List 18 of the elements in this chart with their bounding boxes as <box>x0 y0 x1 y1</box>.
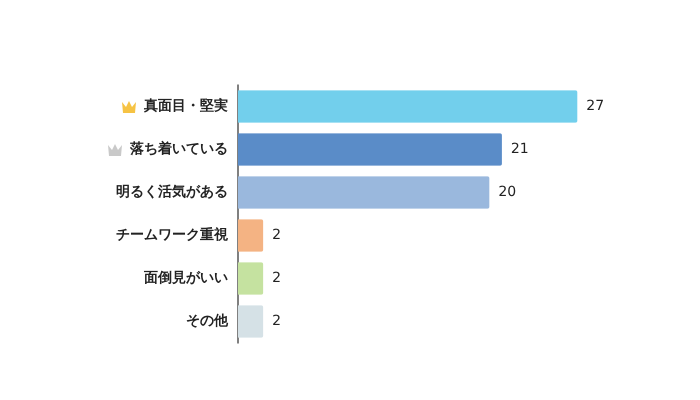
bar <box>238 133 502 166</box>
y-tick-label: その他 <box>186 313 229 330</box>
bar <box>238 219 264 252</box>
bar <box>238 176 490 209</box>
y-tick-label: チームワーク重視 <box>116 226 228 244</box>
data-label: 27 <box>586 98 604 114</box>
data-label: 2 <box>272 270 282 286</box>
y-tick-label: 明るく活気がある <box>116 184 228 200</box>
y-tick-label: 真面目・堅実 <box>143 97 228 114</box>
data-label: 2 <box>272 227 282 244</box>
bar <box>238 90 578 123</box>
data-label: 2 <box>272 313 282 330</box>
bar <box>238 262 264 295</box>
y-tick-label: 面倒見がいい <box>143 270 228 286</box>
data-label: 20 <box>498 184 516 200</box>
bar <box>238 305 264 338</box>
y-tick-label: 落ち着いている <box>129 140 228 158</box>
data-label: 21 <box>510 141 529 158</box>
